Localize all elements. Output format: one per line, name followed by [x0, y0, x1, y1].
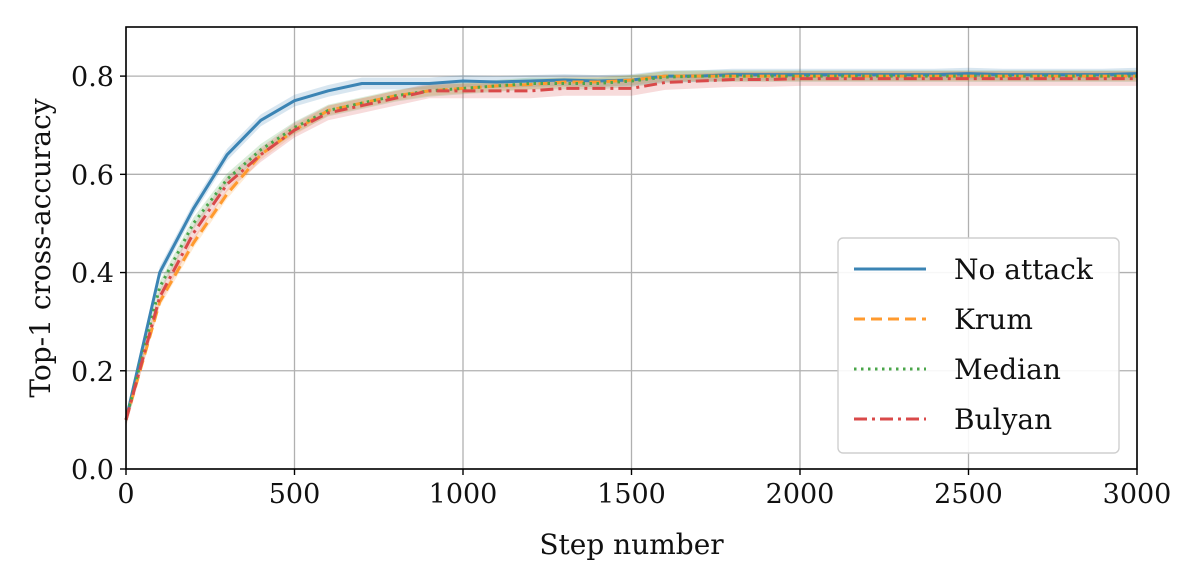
legend-box — [837, 237, 1120, 454]
y-tick-label: 0.0 — [71, 455, 114, 486]
y-axis-label: Top-1 cross-accuracy — [24, 98, 57, 397]
y-tick-label: 0.8 — [71, 62, 114, 93]
legend-label: No attack — [954, 253, 1094, 286]
x-tick-label: 1500 — [597, 479, 666, 510]
legend: No attack Krum Median Bulyan — [837, 237, 1120, 454]
y-tick-label: 0.4 — [71, 259, 114, 290]
x-tick-label: 2500 — [934, 479, 1003, 510]
x-tick-label: 2000 — [766, 479, 835, 510]
x-tick-label: 0 — [117, 479, 134, 510]
series-line — [124, 77, 1137, 421]
y-axis-ticks: 0.0 0.2 0.4 0.6 0.8 — [71, 62, 126, 486]
series-line — [124, 74, 1137, 421]
y-tick-label: 0.2 — [71, 357, 114, 388]
legend-label: Median — [954, 353, 1061, 386]
x-tick-label: 1000 — [429, 479, 498, 510]
y-tick-label: 0.6 — [71, 160, 114, 191]
x-tick-label: 500 — [269, 479, 321, 510]
x-axis-ticks: 0 500 1000 1500 2000 2500 3000 — [117, 469, 1171, 510]
legend-label: Krum — [954, 303, 1033, 336]
x-axis-label: Step number — [539, 528, 724, 561]
legend-label: Bulyan — [954, 403, 1052, 436]
x-tick-label: 3000 — [1103, 479, 1172, 510]
series-lines — [124, 72, 1138, 421]
